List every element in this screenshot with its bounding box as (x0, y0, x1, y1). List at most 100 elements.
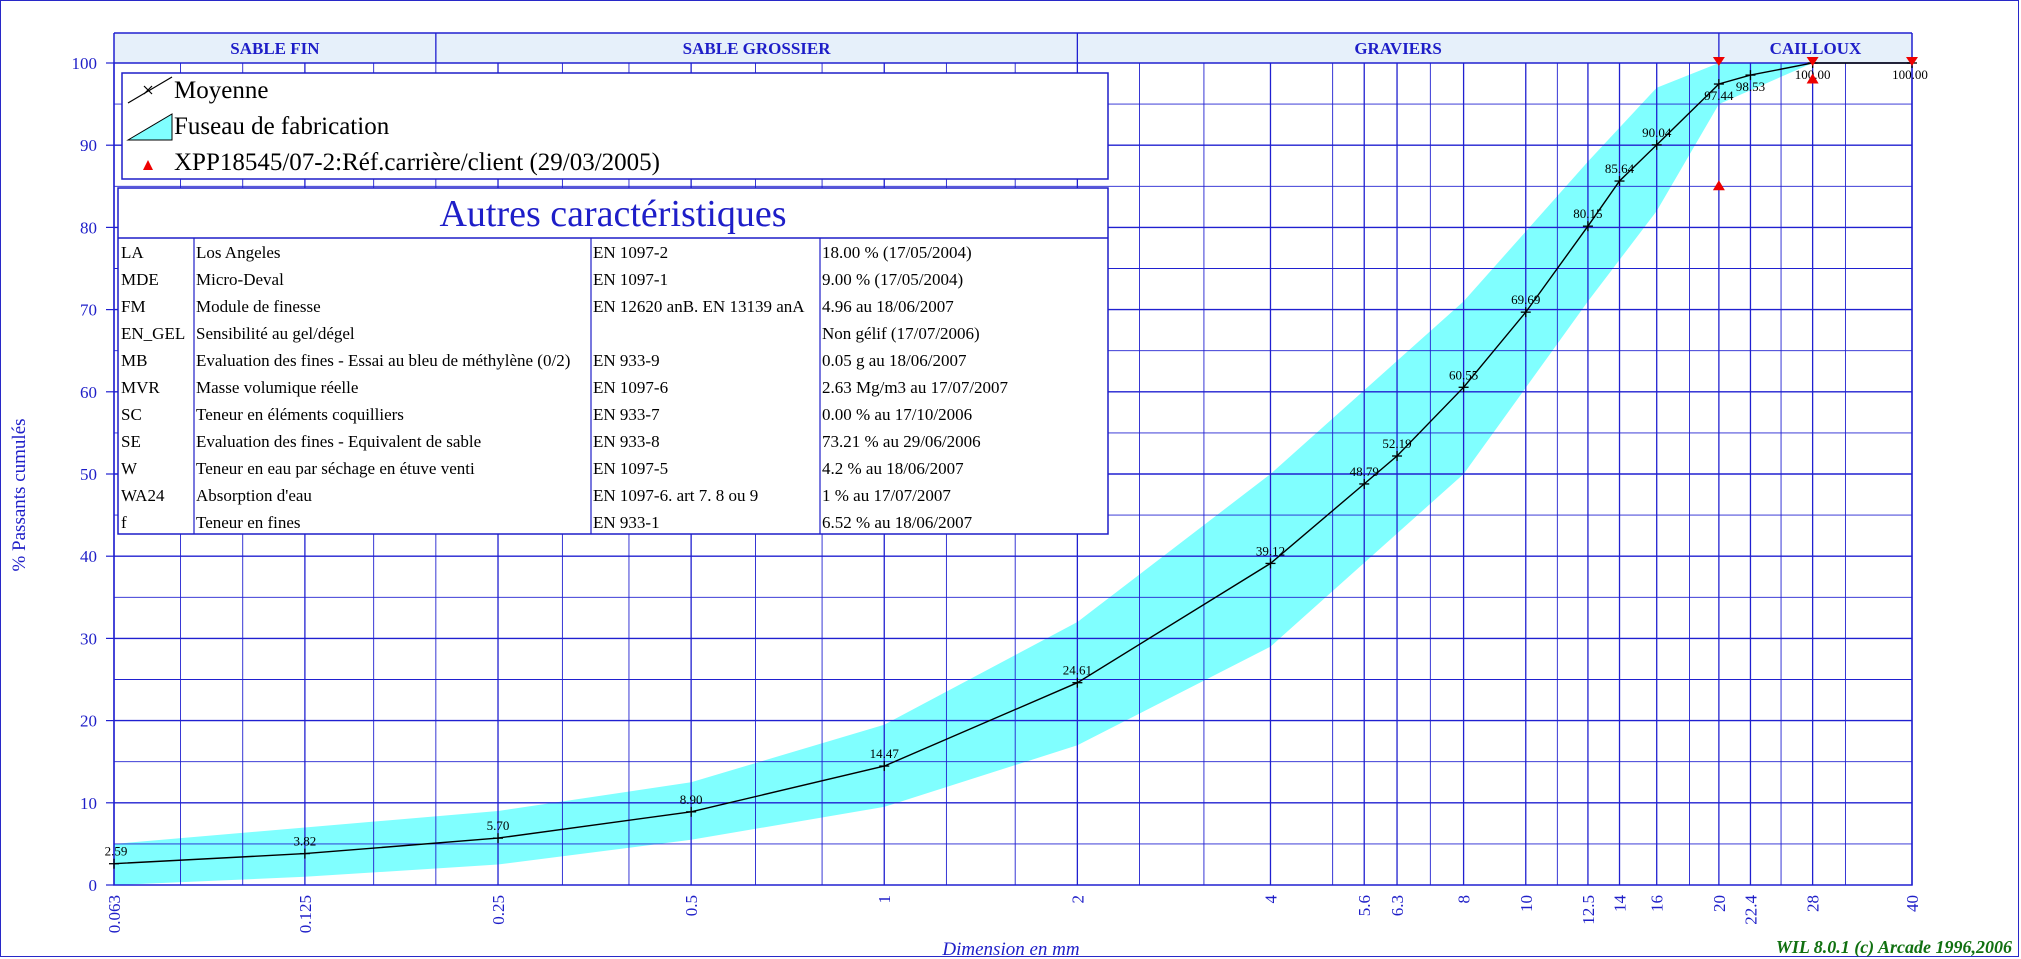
y-tick-label: 90 (80, 136, 97, 155)
legend-label-mean: Moyenne (174, 77, 268, 104)
mean-point-label: 2.59 (105, 844, 128, 859)
x-tick-label: 10 (1517, 895, 1536, 912)
mean-point-label: 60.55 (1449, 367, 1478, 382)
mean-point-label: 14.47 (870, 746, 900, 761)
y-tick-label: 40 (80, 547, 97, 566)
table-cell: MB (121, 351, 147, 370)
table-cell: 1 % au 17/07/2007 (822, 486, 951, 505)
table-cell: EN_GEL (121, 324, 185, 343)
table-cell: Teneur en éléments coquilliers (196, 405, 404, 424)
table-cell: 2.63 Mg/m3 au 17/07/2007 (822, 378, 1009, 397)
table-row: W Teneur en eau par séchage en étuve vent… (121, 459, 964, 478)
y-tick-label: 10 (80, 794, 97, 813)
y-tick-label: 100 (72, 54, 98, 73)
table-cell: Non gélif (17/07/2006) (822, 324, 980, 343)
mean-point-label: 98.53 (1736, 79, 1765, 94)
zone-label: CAILLOUX (1770, 39, 1862, 58)
table-cell: SE (121, 432, 141, 451)
table-cell: EN 12620 anB. EN 13139 anA (593, 297, 805, 316)
table-cell: Los Angeles (196, 243, 281, 262)
table-cell: WA24 (121, 486, 165, 505)
table-cell: Teneur en fines (196, 513, 301, 532)
y-tick-label: 0 (89, 876, 98, 895)
mean-point: 52.19 (1382, 436, 1412, 461)
zone-label: SABLE GROSSIER (683, 39, 832, 58)
y-tick-label: 80 (80, 218, 97, 237)
mean-point: 97.44 (1704, 79, 1734, 103)
table-rows: LA Los Angeles EN 1097-2 18.00 % (17/05/200… (121, 243, 1009, 532)
reference-upper-marker (1712, 57, 1725, 66)
table-cell: EN 1097-2 (593, 243, 668, 262)
mean-point-label: 5.70 (487, 818, 510, 833)
x-tick-label: 14 (1611, 895, 1630, 913)
mean-point-label: 97.44 (1704, 88, 1734, 103)
table-cell: EN 933-1 (593, 513, 660, 532)
zone-header-bg (114, 33, 1912, 63)
table-cell: LA (121, 243, 144, 262)
x-tick-label: 20 (1710, 895, 1729, 912)
mean-point: 3.82 (294, 834, 316, 859)
mean-point-label: 100.00 (1892, 67, 1928, 82)
table-row: SE Evaluation des fines - Equivalent de s… (121, 432, 981, 451)
table-cell: Masse volumique réelle (196, 378, 358, 397)
table-cell: Module de finesse (196, 297, 321, 316)
y-tick-label: 20 (80, 712, 97, 731)
zone-label: GRAVIERS (1354, 39, 1442, 58)
x-tick-label: 16 (1648, 895, 1667, 912)
table-row: SC Teneur en éléments coquilliers EN 933-7… (121, 405, 972, 424)
mean-point: 5.70 (487, 818, 510, 844)
mean-line-icon (127, 76, 173, 104)
x-tick-label: 6.3 (1388, 895, 1407, 916)
table-cell: EN 933-8 (593, 432, 660, 451)
table-cell: 4.96 au 18/06/2007 (822, 297, 954, 316)
mean-point: 69.69 (1511, 292, 1540, 318)
y-tick-label: 50 (80, 465, 97, 484)
mean-line (113, 62, 1912, 865)
table-cell: W (121, 459, 138, 478)
table-cell: EN 1097-6 (593, 378, 668, 397)
x-tick-label: 12.5 (1579, 895, 1598, 925)
x-tick-label: 0.5 (682, 895, 701, 916)
table-row: MVR Masse volumique réelle EN 1097-6 2.63 M… (121, 378, 1009, 397)
table-cell: Sensibilité au gel/dégel (196, 324, 355, 343)
mean-point-label: 24.61 (1063, 663, 1092, 678)
legend-label-band: Fuseau de fabrication (174, 113, 390, 140)
mean-point-label: 80.15 (1573, 206, 1602, 221)
table-row: f Teneur en fines EN 933-1 6.52 % au 18/06/… (121, 513, 973, 532)
mean-point-label: 39.12 (1256, 543, 1285, 558)
table-cell: FM (121, 297, 146, 316)
table-row: LA Los Angeles EN 1097-2 18.00 % (17/05/200… (121, 243, 972, 262)
x-tick-label: 0.25 (489, 895, 508, 925)
table-cell: 4.2 % au 18/06/2007 (822, 459, 964, 478)
mean-point: 8.90 (680, 792, 703, 817)
table-cell: 0.05 g au 18/06/2007 (822, 351, 967, 370)
y-tick-label: 70 (80, 301, 97, 320)
table-cell: 9.00 % (17/05/2004) (822, 270, 963, 289)
software-credit: WIL 8.0.1 (c) Arcade 1996,2006 (1776, 937, 2012, 958)
table-cell: 18.00 % (17/05/2004) (822, 243, 972, 262)
mean-point-label: 69.69 (1511, 292, 1540, 307)
table-cell: Evaluation des fines - Essai au bleu de … (196, 351, 570, 370)
mean-point-label: 8.90 (680, 792, 703, 807)
reference-lower-marker (1806, 73, 1819, 84)
table-title: Autres caractéristiques (439, 193, 786, 235)
y-tick-label: 30 (80, 629, 97, 648)
red-triangle-icon (143, 160, 153, 170)
table-cell: EN 1097-6. art 7. 8 ou 9 (593, 486, 758, 505)
mean-point-label: 85.64 (1605, 161, 1635, 176)
table-cell: 73.21 % au 29/06/2006 (822, 432, 981, 451)
x-tick-label: 40 (1903, 895, 1922, 912)
table-cell: f (121, 513, 127, 532)
x-tick-label: 22.4 (1742, 895, 1761, 925)
reference-lower-marker (1712, 180, 1725, 191)
reference-upper-marker (1806, 57, 1819, 66)
table-cell: Micro-Deval (196, 270, 284, 289)
legend-label-reference: XPP18545/07-2:Réf.carrière/client (29/03… (174, 149, 660, 176)
legend-item-mean: Moyenne (127, 76, 268, 104)
mean-point-label: 90.04 (1642, 125, 1672, 140)
x-tick-label: 0.125 (296, 895, 315, 933)
x-tick-label: 4 (1262, 895, 1281, 904)
table-cell: MDE (121, 270, 159, 289)
axis-layer: 0 10 20 30 40 50 60 70 80 90 100 0.063 0.125 0.25 0.5 1… (72, 54, 1923, 933)
